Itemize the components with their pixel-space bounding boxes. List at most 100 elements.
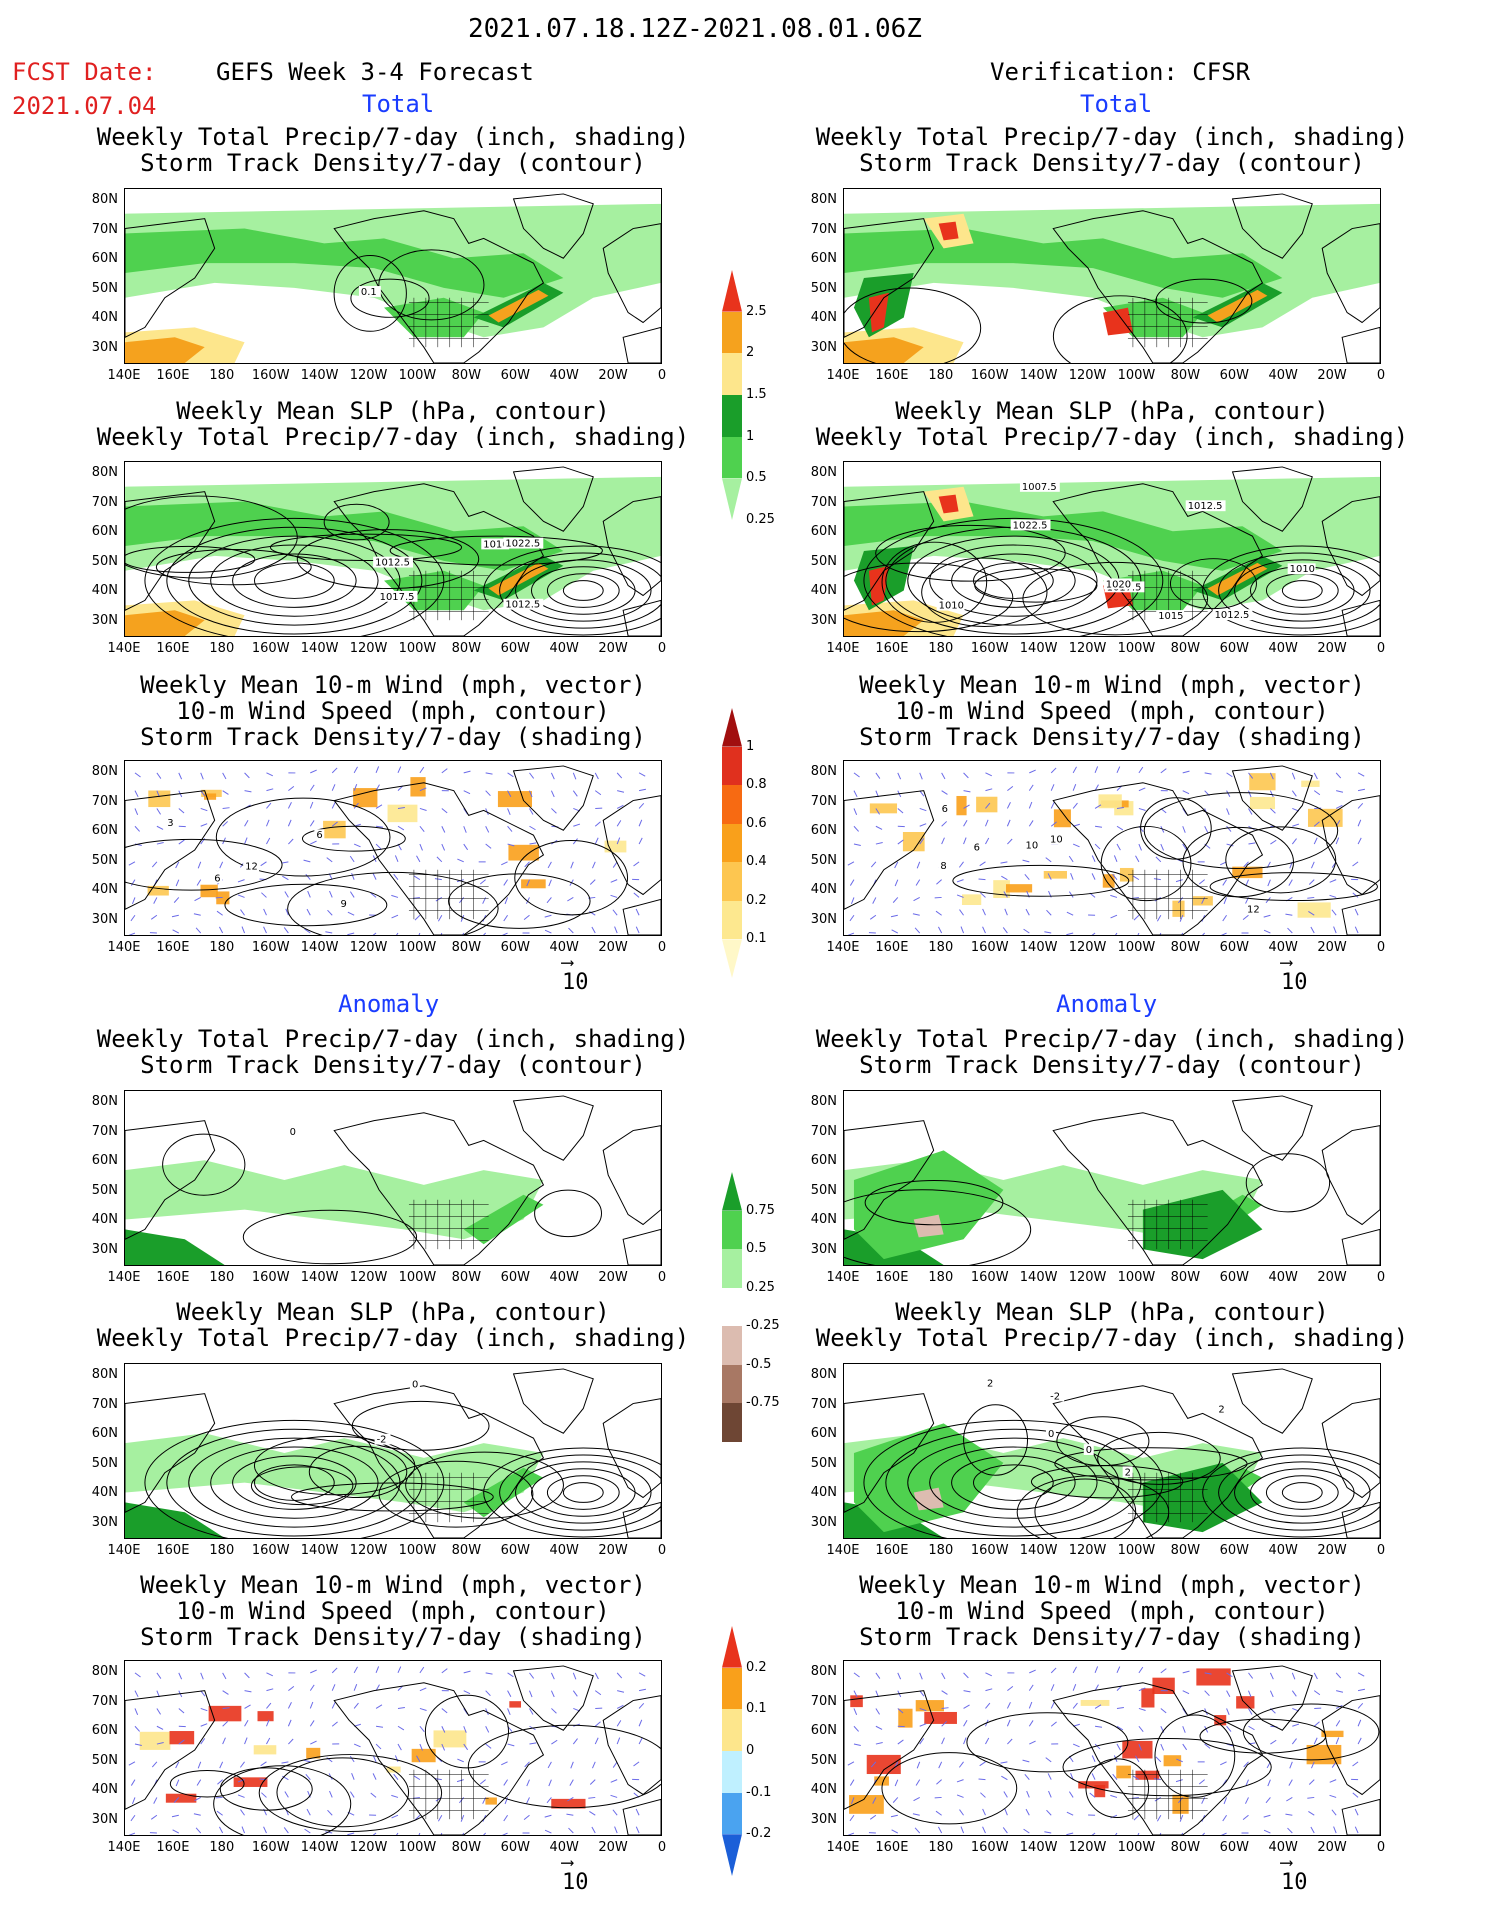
lon-label: 80W xyxy=(451,1270,482,1285)
contour-label: 0 xyxy=(290,1127,296,1138)
lon-label: 160W xyxy=(970,641,1009,656)
lat-label: 30N xyxy=(91,911,118,927)
lat-label: 30N xyxy=(810,1241,837,1257)
contour-label: 0.1 xyxy=(361,287,377,298)
contour-label: 2 xyxy=(1125,1467,1131,1478)
lon-label: 100W xyxy=(1117,641,1156,656)
colorbar-segment xyxy=(722,1172,742,1211)
lon-label: 80W xyxy=(451,940,482,955)
contour-label-bg xyxy=(1245,903,1261,915)
panel-title-line: Storm Track Density/7-day (shading) xyxy=(859,723,1365,751)
lon-label: 160E xyxy=(156,940,190,955)
lon-label: 0 xyxy=(1376,940,1386,955)
lon-label: 60W xyxy=(1219,641,1249,656)
lon-label: 140E xyxy=(107,1270,141,1285)
lon-label: 80W xyxy=(1170,1543,1201,1558)
vector-ref-value: 10 xyxy=(1281,970,1308,995)
vector-reference: ⟶ 10 xyxy=(562,954,589,996)
map-panel: 2 0 -2 2 0 2 xyxy=(843,1363,1381,1539)
map-panel: 0.1 xyxy=(124,188,662,364)
lon-label: 40W xyxy=(1268,1543,1298,1558)
vector-ref-value: 10 xyxy=(562,1870,589,1895)
map-panel: 6 10 6 12 8 10 xyxy=(843,760,1381,936)
colorbar-label: 0.1 xyxy=(746,931,767,947)
right-total-label: Total xyxy=(1080,90,1153,118)
contour-label-bg xyxy=(971,841,982,853)
colorbar-segment xyxy=(722,394,742,437)
lon-label: 140E xyxy=(826,1840,860,1855)
left-total-label: Total xyxy=(362,90,435,118)
lon-label: 20W xyxy=(598,1840,628,1855)
lon-label: 40W xyxy=(549,1840,579,1855)
lon-label: 160W xyxy=(970,368,1009,383)
lat-label: 30N xyxy=(810,1811,837,1827)
contour-label-bg xyxy=(1185,500,1226,512)
lat-label: 80N xyxy=(810,192,837,207)
contour-label-bg xyxy=(1216,1403,1227,1415)
panel-title-line: Weekly Total Precip/7-day (inch, shading… xyxy=(815,1324,1409,1352)
panel-title: Weekly Mean 10-m Wind (mph, vector) 10-m … xyxy=(803,1572,1421,1650)
contour-label: 6 xyxy=(214,873,220,884)
lat-label: 80N xyxy=(91,465,118,480)
lon-label: 180 xyxy=(928,368,954,383)
lon-label: 180 xyxy=(928,1840,954,1855)
lat-label: 40N xyxy=(810,1212,837,1227)
lat-label: 40N xyxy=(810,882,837,897)
lon-label: 20W xyxy=(598,1543,628,1558)
panel-title-line: Storm Track Density/7-day (shading) xyxy=(140,1623,646,1651)
contour-label-bg xyxy=(358,286,381,297)
colorbar-label: 2.5 xyxy=(746,303,767,319)
map-canvas xyxy=(844,1095,1380,1265)
contour-label-bg xyxy=(936,599,965,611)
contour-label-bg xyxy=(503,598,544,610)
lon-label: 100W xyxy=(1117,368,1156,383)
panel-title-line: Weekly Total Precip/7-day (inch, shading… xyxy=(815,423,1409,451)
panel-title: Weekly Mean SLP (hPa, contour) Weekly Tot… xyxy=(84,1299,702,1351)
panel-title-line: Weekly Mean SLP (hPa, contour) xyxy=(895,1298,1329,1326)
lat-label: 80N xyxy=(810,1094,837,1109)
lon-label: 160W xyxy=(251,1543,290,1558)
contour-label-bg xyxy=(985,1377,996,1389)
contour-label: 1012.5 xyxy=(505,600,540,611)
contour-label-bg xyxy=(1083,1444,1094,1456)
lon-label: 160E xyxy=(875,641,909,656)
lon-label: 60W xyxy=(500,1543,530,1558)
vector-arrow-icon: ⟶ xyxy=(562,1852,573,1873)
contour-label-bg xyxy=(373,556,413,568)
lat-label: 80N xyxy=(91,1664,118,1679)
contour-label: 1020 xyxy=(1106,579,1131,590)
colorbar-segment xyxy=(722,746,742,786)
contour-label-bg xyxy=(1023,839,1040,851)
panel-title-line: Storm Track Density/7-day (contour) xyxy=(140,149,646,177)
lon-label: 40W xyxy=(1268,368,1298,383)
lat-label: 30N xyxy=(810,339,837,355)
lat-label: 30N xyxy=(91,1811,118,1827)
panel-title-line: Weekly Mean SLP (hPa, contour) xyxy=(895,397,1329,425)
panel-title: Weekly Mean 10-m Wind (mph, vector) 10-m … xyxy=(84,1572,702,1650)
colorbar-segment xyxy=(722,1709,742,1751)
lat-label: 60N xyxy=(810,1426,837,1441)
lat-label: 70N xyxy=(91,1693,118,1709)
contour-label-bg xyxy=(1122,1466,1133,1478)
lat-label: 40N xyxy=(810,583,837,598)
contour-label: 8 xyxy=(940,861,946,872)
contour-label-bg xyxy=(165,816,176,828)
lat-label: 50N xyxy=(91,852,118,868)
lon-label: 0 xyxy=(1376,1270,1386,1285)
lon-label: 20W xyxy=(598,1270,628,1285)
colorbar-segment xyxy=(722,1364,742,1404)
colorbar-segment xyxy=(722,900,742,940)
contour-label: -2 xyxy=(377,1435,387,1446)
panel-title-line: Weekly Total Precip/7-day (inch, shading… xyxy=(96,123,690,151)
colorbar-segment xyxy=(722,1326,742,1365)
contour-label: 6 xyxy=(974,843,980,854)
colorbar-segment xyxy=(722,708,742,747)
contour-label: 1022.5 xyxy=(1013,520,1048,531)
lon-label: 20W xyxy=(598,368,628,383)
lon-label: 140W xyxy=(1019,1840,1058,1855)
lat-label: 30N xyxy=(810,1514,837,1530)
lon-label: 20W xyxy=(1317,940,1347,955)
lon-label: 0 xyxy=(1376,368,1386,383)
vector-reference: ⟶ 10 xyxy=(562,1852,589,1896)
contour-label-bg xyxy=(212,872,223,884)
